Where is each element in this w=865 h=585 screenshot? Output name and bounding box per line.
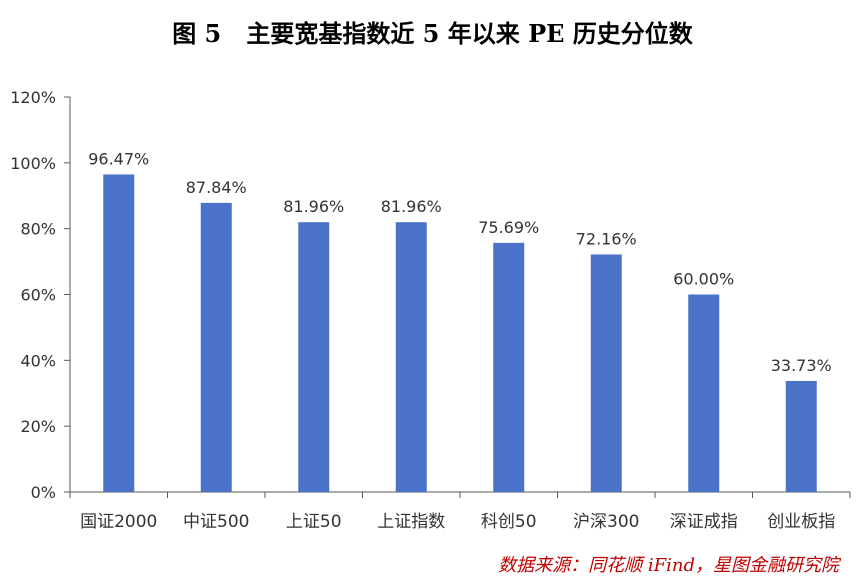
bar xyxy=(590,254,622,492)
data-label: 33.73% xyxy=(771,356,832,375)
y-tick-label: 20% xyxy=(20,417,56,436)
bar xyxy=(688,294,720,492)
data-label: 75.69% xyxy=(478,218,539,237)
data-label: 87.84% xyxy=(186,178,247,197)
y-axis: 0% 20% 40% 60% 80% 100% 120% xyxy=(10,88,71,502)
y-tick-label: 0% xyxy=(31,483,56,502)
data-labels: 96.47% 87.84% 81.96% 81.96% 75.69% 72.16% 60.0… xyxy=(88,149,832,375)
x-category-label: 中证500 xyxy=(183,512,249,532)
bar xyxy=(103,174,135,492)
data-label: 81.96% xyxy=(381,197,442,216)
y-tick-label: 100% xyxy=(10,154,56,173)
bar xyxy=(785,380,817,492)
x-category-label: 深证成指 xyxy=(670,512,738,532)
x-category-label: 科创50 xyxy=(481,512,537,532)
bar xyxy=(493,242,525,492)
data-label: 60.00% xyxy=(673,270,734,289)
y-tick-label: 40% xyxy=(20,351,56,370)
y-tick-label: 120% xyxy=(10,88,56,107)
data-source-note: 数据来源：同花顺 iFind，星图金融研究院 xyxy=(498,555,839,576)
x-category-label: 上证指数 xyxy=(377,512,445,532)
data-label: 72.16% xyxy=(576,229,637,248)
x-category-label: 国证2000 xyxy=(80,512,157,532)
x-axis: 国证2000 中证500 上证50 上证指数 科创50 沪深300 深证成指 创业板指 xyxy=(69,491,851,532)
data-label: 96.47% xyxy=(88,149,149,168)
x-category-label: 沪深300 xyxy=(573,512,639,532)
data-label: 81.96% xyxy=(283,197,344,216)
bar xyxy=(298,222,330,492)
bar xyxy=(200,202,232,493)
x-category-label: 上证50 xyxy=(286,512,342,532)
bars xyxy=(103,174,817,493)
y-tick-label: 60% xyxy=(20,286,56,305)
bar xyxy=(395,222,427,492)
x-category-label: 创业板指 xyxy=(767,512,835,532)
y-tick-label: 80% xyxy=(20,220,56,239)
chart-title: 图 5 主要宽基指数近 5 年以来 PE 历史分位数 xyxy=(172,19,693,48)
